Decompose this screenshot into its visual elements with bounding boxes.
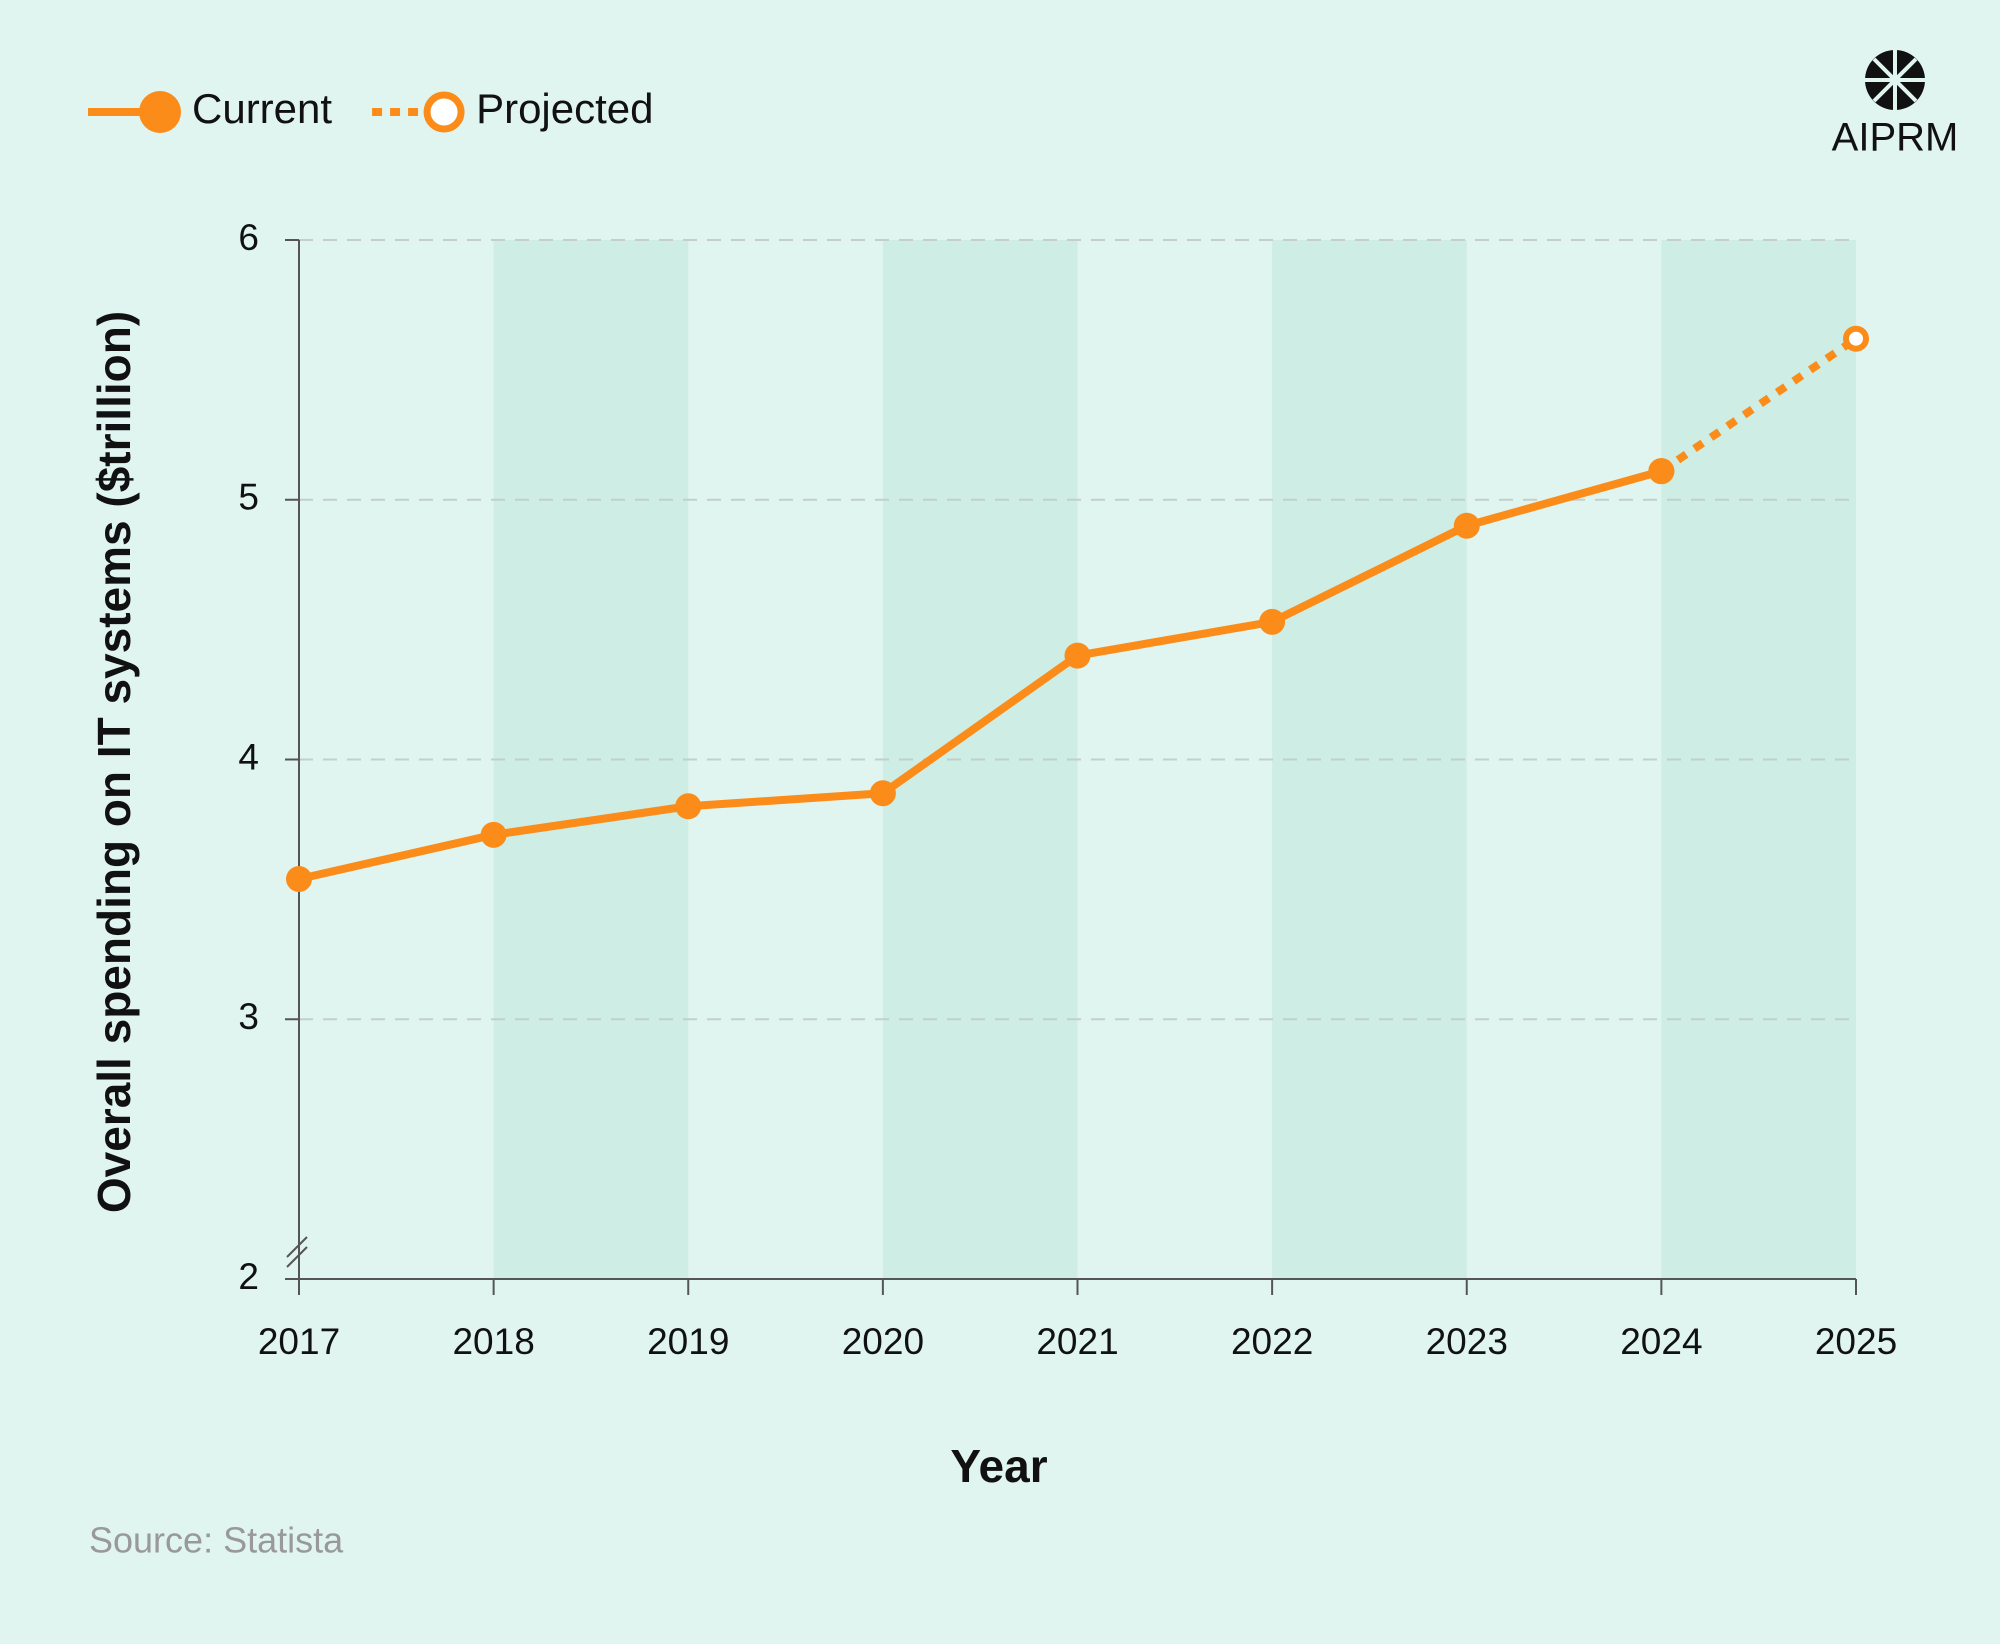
- point: [1843, 325, 1869, 352]
- y-tick-label: 5: [238, 477, 259, 518]
- legend-marker: [139, 91, 181, 133]
- x-tick-label: 2021: [1036, 1321, 1118, 1362]
- legend-item: Projected: [372, 85, 654, 133]
- x-tick-label: 2020: [842, 1321, 924, 1362]
- logo-icon: [1865, 50, 1925, 110]
- source: Source: Statista: [89, 1520, 344, 1561]
- legend-item: Current: [88, 85, 332, 133]
- axis-break: [286, 1236, 308, 1268]
- x-tick-label: 2025: [1815, 1321, 1897, 1362]
- y-tick-label: 4: [238, 736, 259, 777]
- y-tick-label: 6: [238, 217, 259, 258]
- x-axis-title: Year: [950, 1440, 1047, 1492]
- x-tick-label: 2024: [1620, 1321, 1702, 1362]
- point: [1453, 512, 1480, 539]
- brand: AIPRM: [1832, 116, 1959, 160]
- grid: 2 3 4 5 6 2017 2018 2019 2020 2021 2022 2023 2024 202…: [238, 217, 1897, 1362]
- band: [1661, 240, 1856, 1279]
- x-tick-label: 2018: [452, 1321, 534, 1362]
- series-line: [298, 467, 1663, 883]
- point: [1064, 642, 1091, 669]
- marks: [286, 325, 1869, 892]
- point: [1259, 608, 1286, 635]
- point: [286, 865, 312, 892]
- point: [869, 780, 896, 807]
- x-tick-label: 2023: [1426, 1321, 1508, 1362]
- legend-label: Projected: [476, 85, 653, 132]
- legend-label: Current: [192, 85, 332, 132]
- point: [675, 793, 702, 820]
- x-tick-label: 2019: [647, 1321, 729, 1362]
- point: [1648, 458, 1675, 485]
- point: [480, 821, 507, 848]
- y-tick-label: 3: [238, 996, 259, 1037]
- y-tick-label: 2: [238, 1256, 259, 1297]
- x-tick-label: 2017: [258, 1321, 340, 1362]
- legend-marker: [423, 91, 465, 133]
- x-tick-label: 2022: [1231, 1321, 1313, 1362]
- y-axis-title: Overall spending on IT systems ($trillio…: [88, 311, 140, 1213]
